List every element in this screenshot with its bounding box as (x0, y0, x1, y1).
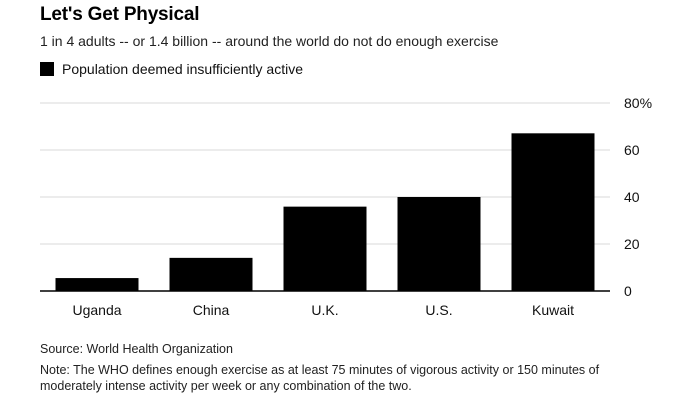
x-tick-label: Kuwait (532, 302, 574, 318)
y-tick-label: 0 (624, 283, 632, 299)
legend-swatch (40, 62, 54, 76)
bar (283, 206, 367, 291)
legend: Population deemed insufficiently active (40, 61, 303, 77)
bar-chart: 0 20 40 60 80% Uganda China U.K. U.S. Kuwait (40, 95, 652, 318)
y-tick-label: 80% (624, 95, 652, 111)
y-tick-label: 20 (624, 236, 640, 252)
bar (511, 133, 595, 291)
bar (55, 278, 139, 291)
x-tick-label: Uganda (72, 302, 121, 318)
chart-subtitle: 1 in 4 adults -- or 1.4 billion -- aroun… (40, 33, 499, 49)
source-note: Source: World Health Organization (40, 342, 233, 356)
y-tick-label: 40 (624, 189, 640, 205)
y-tick-label: 60 (624, 142, 640, 158)
x-tick-label: U.S. (425, 302, 452, 318)
bar (397, 197, 481, 291)
x-tick-label: China (193, 302, 230, 318)
legend-label: Population deemed insufficiently active (62, 61, 304, 77)
bar (169, 257, 253, 291)
chart-title: Let's Get Physical (40, 4, 200, 25)
x-tick-label: U.K. (311, 302, 338, 318)
footnote: Note: The WHO defines enough exercise as… (40, 363, 600, 393)
